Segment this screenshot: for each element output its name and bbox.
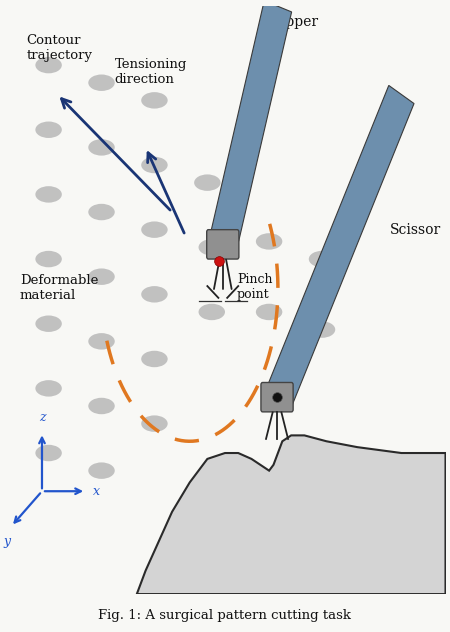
Text: y: y: [3, 535, 10, 549]
Ellipse shape: [36, 315, 62, 332]
Ellipse shape: [36, 57, 62, 73]
FancyBboxPatch shape: [207, 229, 239, 259]
Text: Contour
trajectory: Contour trajectory: [27, 34, 93, 62]
Polygon shape: [137, 435, 446, 594]
Text: Tensioning
direction: Tensioning direction: [115, 58, 187, 86]
Ellipse shape: [36, 121, 62, 138]
Polygon shape: [266, 85, 414, 409]
Ellipse shape: [198, 239, 225, 255]
Ellipse shape: [141, 221, 168, 238]
Ellipse shape: [88, 398, 115, 414]
Text: x: x: [93, 485, 100, 498]
Ellipse shape: [256, 233, 282, 250]
Text: Pinch
point: Pinch point: [237, 273, 272, 301]
Ellipse shape: [141, 286, 168, 303]
Text: Gripper: Gripper: [264, 15, 319, 29]
Ellipse shape: [309, 321, 335, 338]
Ellipse shape: [88, 139, 115, 155]
Ellipse shape: [88, 463, 115, 479]
Ellipse shape: [194, 174, 220, 191]
Ellipse shape: [88, 75, 115, 91]
Ellipse shape: [88, 204, 115, 221]
Ellipse shape: [141, 351, 168, 367]
Text: Fig. 1: A surgical pattern cutting task: Fig. 1: A surgical pattern cutting task: [99, 609, 351, 622]
Ellipse shape: [36, 380, 62, 397]
Text: Deformable
material: Deformable material: [20, 274, 98, 303]
Ellipse shape: [141, 415, 168, 432]
Ellipse shape: [309, 251, 335, 267]
Ellipse shape: [36, 251, 62, 267]
Polygon shape: [212, 1, 292, 241]
Ellipse shape: [88, 333, 115, 349]
Ellipse shape: [141, 92, 168, 109]
Ellipse shape: [36, 445, 62, 461]
Ellipse shape: [36, 186, 62, 203]
Text: z: z: [39, 411, 45, 423]
FancyBboxPatch shape: [261, 382, 293, 412]
Ellipse shape: [141, 157, 168, 173]
Text: Scissor: Scissor: [390, 222, 441, 236]
Ellipse shape: [256, 304, 282, 320]
Ellipse shape: [88, 269, 115, 285]
Ellipse shape: [198, 304, 225, 320]
